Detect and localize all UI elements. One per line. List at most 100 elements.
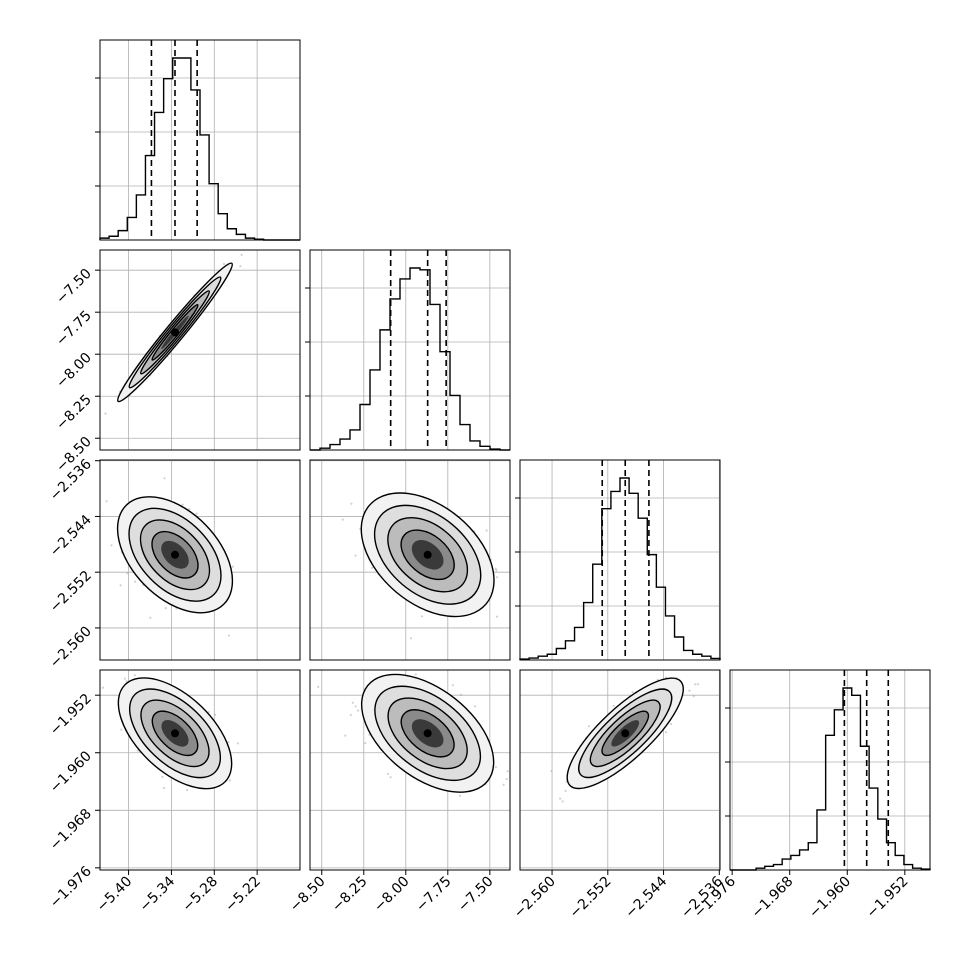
panel-2-1-sample-11 xyxy=(495,615,499,618)
panel-2-1-sample-188 xyxy=(354,554,357,557)
y-tick-label-3-3: −1.952 xyxy=(47,691,95,739)
x-tick-label-3-1: −1.968 xyxy=(749,874,797,922)
panel-2-1-contour-2 xyxy=(387,517,469,593)
x-tick-label-2-2: −2.544 xyxy=(622,873,670,921)
panel-1-0-frame xyxy=(99,249,301,451)
x-tick-label-0-0: −5.40 xyxy=(94,874,136,916)
y-tick-label-1-1: −8.25 xyxy=(53,392,95,434)
panel-3-1-sample-243 xyxy=(351,701,354,704)
panel-3-2-sample-84 xyxy=(612,704,615,708)
x-tick-label-0-1: −5.34 xyxy=(137,873,179,915)
panel-2-1-contour-1 xyxy=(373,504,482,605)
x-tick-label-1-3: −7.75 xyxy=(413,874,455,916)
panel-3-0-sample-222 xyxy=(162,786,166,790)
panel-1-0-sample-244 xyxy=(104,412,107,415)
panel-2-0-sample-184 xyxy=(119,584,122,587)
panel-1-1-frame xyxy=(309,249,511,451)
panel-3-2-sample-33 xyxy=(631,691,634,694)
panel-2-0-sample-237 xyxy=(134,580,137,583)
panel-3-1-sample-219 xyxy=(414,673,417,676)
x-tick-label-3-2: −1.960 xyxy=(806,874,854,922)
histogram-2 xyxy=(519,477,721,660)
histogram-3 xyxy=(730,687,931,871)
x-tick-label-3-3: −1.952 xyxy=(864,874,912,922)
panel-3-0-sample-61 xyxy=(125,680,128,683)
panel-3-1-sample-37 xyxy=(317,685,320,689)
panel-3-2-sample-137 xyxy=(670,722,673,726)
panel-3-2-sample-22 xyxy=(696,683,700,686)
histogram-1 xyxy=(310,267,510,451)
panel-3-2-sample-220 xyxy=(692,695,695,698)
x-tick-label-2-1: −2.552 xyxy=(567,874,615,922)
panel-3-1-contour-1 xyxy=(374,685,482,782)
panel-3-1-sample-56 xyxy=(364,742,367,745)
panel-2-0-contour-0 xyxy=(116,496,234,614)
panel-3-2-sample-119 xyxy=(550,770,553,773)
panel-1-0-sample-223 xyxy=(240,253,243,256)
x-tick-label-1-0: −8.50 xyxy=(287,874,329,916)
panel-3-1-contour-0 xyxy=(360,673,495,793)
panel-3-1-sample-253 xyxy=(451,684,454,687)
panel-2-0-contour-2 xyxy=(139,519,211,591)
panel-2-0-sample-54 xyxy=(227,634,231,637)
y-tick-label-3-2: −1.960 xyxy=(47,748,95,796)
panel-2-0-frame xyxy=(99,459,301,661)
panel-3-0-sample-143 xyxy=(186,789,189,792)
panel-2-1-sample-186 xyxy=(496,576,499,579)
panel-3-2-contour-2 xyxy=(589,699,661,768)
panel-2-0-sample-1 xyxy=(195,512,198,515)
panel-0-0-frame xyxy=(99,39,301,241)
panel-3-2-contour-3 xyxy=(601,710,650,757)
panel-1-0-sample-237 xyxy=(222,262,226,266)
y-tick-label-2-1: −2.552 xyxy=(47,568,95,616)
panel-2-1-sample-2 xyxy=(409,637,412,640)
panel-3-1-sample-29 xyxy=(344,734,347,737)
panel-2-1-contour-0 xyxy=(360,492,495,618)
panel-3-0-peak xyxy=(171,729,179,738)
panel-3-2-sample-118 xyxy=(559,797,562,800)
panel-3-0-sample-139 xyxy=(120,728,123,731)
panel-2-0-sample-176 xyxy=(181,503,184,506)
y-tick-label-2-2: −2.544 xyxy=(47,512,95,560)
panel-3-1-sample-233 xyxy=(354,705,357,708)
panel-3-0-contour-2 xyxy=(140,699,210,768)
panel-2-1-sample-247 xyxy=(495,569,498,572)
y-tick-label-2-0: −2.560 xyxy=(47,623,95,671)
panel-2-0-contour-1 xyxy=(128,507,222,602)
panel-2-0-sample-25 xyxy=(164,607,167,610)
panel-3-2-sample-73 xyxy=(587,725,591,728)
panel-2-1-peak xyxy=(423,550,432,559)
panel-3-0-sample-11 xyxy=(133,674,136,677)
x-tick-label-1-1: −8.25 xyxy=(329,874,371,916)
panel-2-0-sample-158 xyxy=(110,544,113,547)
x-tick-label-2-0: −2.560 xyxy=(511,874,559,922)
panel-3-0-sample-107 xyxy=(228,779,231,782)
panel-3-1-peak xyxy=(423,729,432,738)
panel-3-2-contour-1 xyxy=(578,688,673,779)
panel-2-1-sample-51 xyxy=(485,529,488,532)
panel-3-0-sample-245 xyxy=(161,775,164,779)
panel-3-1-sample-227 xyxy=(458,794,461,798)
panel-3-2-sample-203 xyxy=(694,683,697,686)
panel-3-1-sample-182 xyxy=(494,766,497,769)
panel-2-1-sample-139 xyxy=(421,615,424,618)
panel-2-1-sample-45 xyxy=(494,567,497,571)
panel-2-0-contour-3 xyxy=(151,530,199,579)
panel-3-0-sample-142 xyxy=(214,713,217,716)
panel-3-2-peak xyxy=(621,729,630,738)
panel-3-0-contour-3 xyxy=(151,710,199,757)
panel-3-1-sample-90 xyxy=(389,776,392,779)
panel-3-1-sample-241 xyxy=(474,705,477,708)
panel-1-0-sample-196 xyxy=(239,265,242,268)
panel-3-2-frame xyxy=(519,669,721,871)
panel-1-0-peak xyxy=(171,328,179,337)
panel-2-0-sample-191 xyxy=(231,565,234,568)
panel-3-1-sample-235 xyxy=(349,713,352,717)
panel-3-0-sample-201 xyxy=(101,686,105,689)
panel-2-0-sample-107 xyxy=(163,477,166,480)
panel-3-0-frame xyxy=(99,669,301,871)
panel-1-0-contour-2 xyxy=(139,290,211,375)
panel-3-1-contour-3 xyxy=(400,709,455,758)
x-tick-label-0-2: −5.28 xyxy=(179,874,221,916)
